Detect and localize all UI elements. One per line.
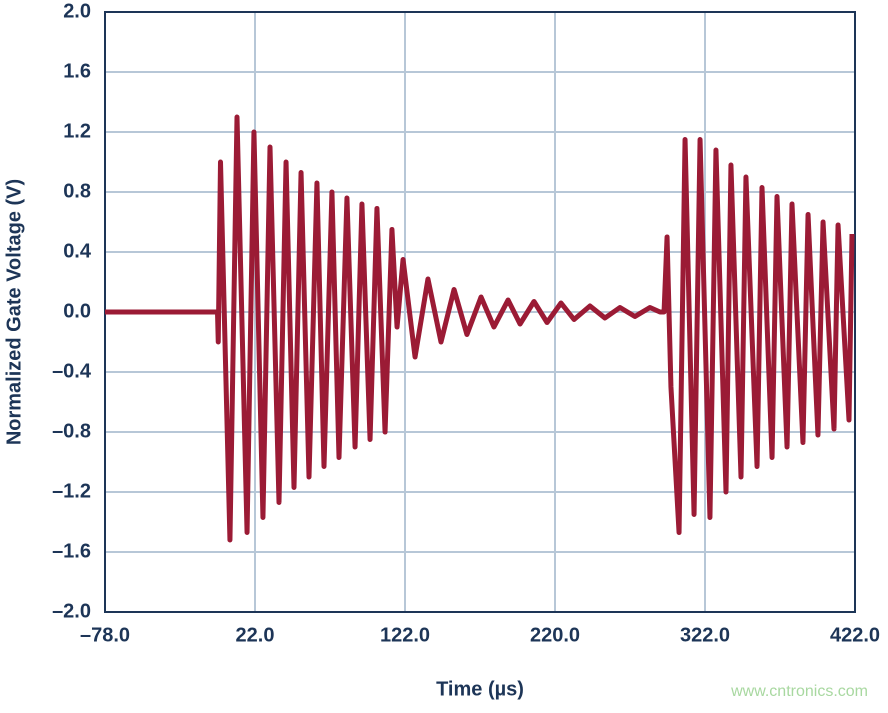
y-tick-label: –1.2 [52, 480, 91, 502]
x-tick-label: 122.0 [380, 624, 430, 646]
y-tick-label: 0.4 [63, 240, 92, 262]
y-tick-label: –0.4 [52, 360, 92, 382]
y-tick-label: –0.8 [52, 420, 91, 442]
x-tick-label: 322.0 [680, 624, 730, 646]
y-tick-label: 0.8 [63, 180, 91, 202]
y-tick-label: 2.0 [63, 0, 91, 22]
y-axis-title: Normalized Gate Voltage (V) [3, 179, 25, 445]
y-tick-label: –1.6 [52, 540, 91, 562]
x-tick-label: –78.0 [80, 624, 130, 646]
data-line [105, 114, 855, 543]
x-tick-label: 220.0 [530, 624, 580, 646]
y-tick-label: 1.2 [63, 120, 91, 142]
x-tick-label: 422.0 [830, 624, 880, 646]
y-tick-label: 1.6 [63, 60, 91, 82]
y-tick-label: 0.0 [63, 300, 91, 322]
x-axis-title: Time (µs) [436, 678, 524, 700]
watermark: www.cntronics.com [730, 683, 868, 700]
x-tick-label: 22.0 [236, 624, 275, 646]
y-tick-label: –2.0 [52, 600, 91, 622]
